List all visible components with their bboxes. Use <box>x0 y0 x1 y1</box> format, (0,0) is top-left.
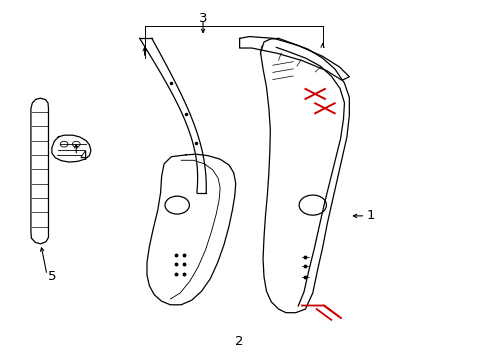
Text: 5: 5 <box>47 270 56 283</box>
Text: 1: 1 <box>366 210 375 222</box>
Text: 3: 3 <box>199 12 207 25</box>
Text: 2: 2 <box>235 335 244 348</box>
Text: 4: 4 <box>79 150 88 163</box>
